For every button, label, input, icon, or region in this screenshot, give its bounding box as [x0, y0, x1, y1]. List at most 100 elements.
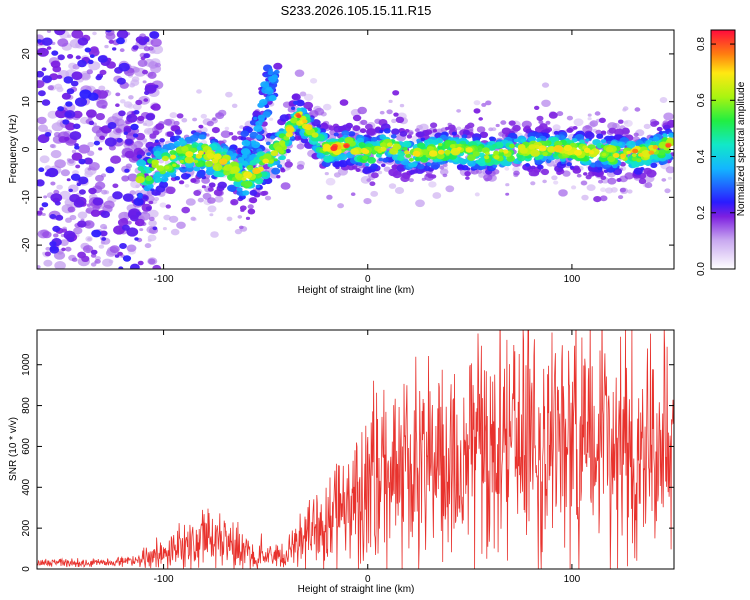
heatmap-cell	[618, 142, 623, 146]
heatmap-cell	[618, 119, 624, 124]
heatmap-cell	[271, 167, 281, 175]
heatmap-cell	[168, 215, 179, 223]
heatmap-cell	[54, 201, 61, 206]
heatmap-cell	[126, 227, 139, 237]
heatmap-cell	[553, 180, 559, 185]
heatmap-cell	[230, 166, 240, 174]
heatmap-cell	[542, 151, 548, 157]
heatmap-cell	[52, 225, 61, 232]
heatmap-cell	[653, 155, 659, 160]
heatmap-cell	[225, 91, 233, 98]
heatmap-cell	[335, 154, 344, 161]
heatmap-cell	[83, 157, 93, 165]
heatmap-cell	[404, 150, 410, 155]
heatmap-cell	[46, 30, 52, 33]
heatmap-cell	[154, 62, 161, 68]
heatmap-cell	[223, 164, 233, 171]
heatmap-cell	[279, 114, 290, 122]
snr-series-line	[37, 330, 674, 569]
heatmap-cell	[102, 258, 113, 267]
heatmap-cell	[130, 263, 140, 269]
heatmap-cell	[328, 125, 335, 131]
heatmap-cell	[350, 192, 356, 196]
heatmap-cell	[88, 59, 94, 65]
heatmap-cell	[231, 135, 238, 141]
heatmap-cell	[75, 164, 81, 169]
heatmap-cell	[391, 128, 400, 135]
heatmap-cell	[605, 146, 614, 153]
heatmap-cell	[569, 165, 575, 169]
heatmap-cell	[150, 38, 162, 47]
heatmap-cell	[166, 142, 176, 151]
heatmap-cell	[439, 166, 445, 170]
heatmap-cell	[154, 139, 159, 143]
heatmap-cell	[378, 157, 384, 162]
heatmap-cell	[386, 109, 393, 115]
heatmap-cell	[121, 224, 130, 231]
y-tick-label: -20	[21, 237, 32, 252]
heatmap-cell	[264, 195, 272, 201]
heatmap-cell	[169, 112, 178, 119]
heatmap-cell	[196, 89, 202, 94]
heatmap-cell	[626, 140, 636, 149]
heatmap-cell	[37, 179, 45, 187]
heatmap-cell	[485, 100, 492, 106]
heatmap-cell	[390, 134, 397, 139]
heatmap-cell	[359, 128, 367, 134]
heatmap-cell	[201, 185, 206, 189]
heatmap-cell	[190, 178, 197, 183]
heatmap-cell	[397, 155, 405, 162]
snr-series-group	[37, 330, 674, 569]
heatmap-cell	[54, 261, 66, 269]
heatmap-cell	[643, 123, 651, 130]
heatmap-cell	[77, 37, 89, 46]
heatmap-cell	[241, 139, 251, 147]
heatmap-cell	[115, 128, 122, 134]
heatmap-cell	[86, 109, 97, 118]
heatmap-cell	[240, 148, 251, 156]
heatmap-cell	[556, 111, 564, 117]
heatmap-cell	[226, 216, 233, 222]
heatmap-cell	[55, 109, 68, 119]
heatmap-cell	[94, 259, 101, 264]
heatmap-cell	[46, 46, 52, 50]
heatmap-cell	[291, 93, 301, 101]
heatmap-cell	[255, 120, 263, 127]
heatmap-cell	[165, 174, 170, 178]
heatmap-cell	[156, 165, 165, 172]
heatmap-cell	[444, 149, 451, 155]
heatmap-cell	[513, 170, 520, 176]
spectrogram-x-axis-label: Height of straight line (km)	[298, 285, 415, 296]
heatmap-cell	[145, 113, 156, 121]
heatmap-cell	[159, 202, 167, 208]
heatmap-cell	[114, 118, 125, 127]
heatmap-cell	[90, 249, 98, 255]
heatmap-cell	[606, 140, 612, 144]
heatmap-cell	[285, 126, 295, 133]
heatmap-cell	[193, 159, 199, 164]
heatmap-cell	[122, 193, 134, 202]
heatmap-cell	[165, 186, 176, 195]
heatmap-cell	[78, 176, 89, 185]
heatmap-cell	[659, 97, 668, 103]
heatmap-cell	[474, 192, 480, 197]
heatmap-cell	[94, 181, 106, 190]
heatmap-cell	[437, 145, 443, 150]
heatmap-cell	[116, 37, 125, 45]
heatmap-cell	[665, 166, 674, 174]
heatmap-cell	[103, 200, 115, 209]
heatmap-cell	[44, 132, 52, 137]
heatmap-cell	[600, 187, 607, 192]
heatmap-cell	[352, 125, 361, 132]
heatmap-cell	[38, 124, 48, 132]
heatmap-cell	[88, 187, 97, 195]
heatmap-cell	[574, 149, 582, 156]
heatmap-cell	[517, 144, 526, 150]
heatmap-cell	[437, 149, 445, 155]
heatmap-cell	[217, 181, 227, 189]
heatmap-cell	[86, 69, 94, 75]
heatmap-cell	[138, 211, 151, 221]
heatmap-cell	[399, 103, 405, 108]
